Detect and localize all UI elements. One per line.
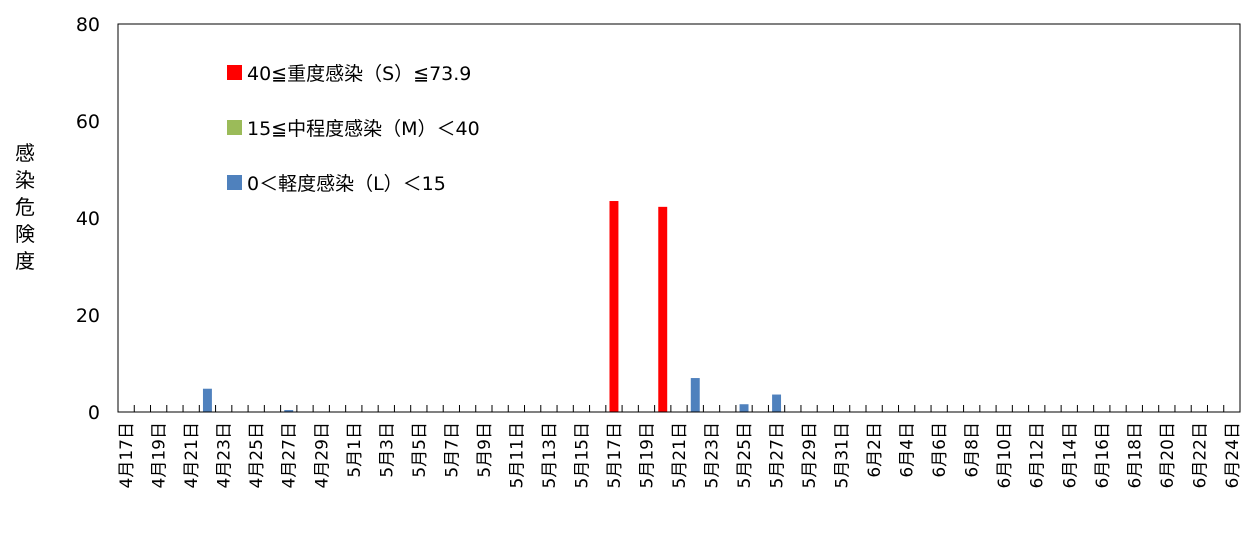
- x-tick-label: 6月22日: [1190, 422, 1210, 488]
- x-tick-label: 5月25日: [735, 422, 755, 488]
- legend-swatch: [227, 175, 242, 190]
- x-tick-label: 5月13日: [540, 422, 560, 488]
- legend-swatch: [227, 65, 242, 80]
- legend-label: 15≦中程度感染（M）＜40: [247, 118, 480, 140]
- plot-area: [117, 23, 1241, 413]
- x-tick-label: 5月19日: [637, 422, 657, 488]
- y-tick-label: 40: [76, 208, 100, 230]
- x-tick-label: 5月9日: [475, 422, 495, 478]
- x-tick-label: 6月20日: [1158, 422, 1178, 488]
- x-tick-label: 5月27日: [768, 422, 788, 488]
- x-tick-label: 5月11日: [507, 422, 527, 488]
- bar: [284, 410, 294, 412]
- y-axis-label-char: 度: [15, 249, 35, 273]
- x-tick-label: 6月10日: [995, 422, 1015, 488]
- bars-layer: [202, 201, 782, 412]
- x-tick-label: 6月8日: [963, 422, 983, 478]
- x-tick-label: 5月21日: [670, 422, 690, 488]
- x-tick-label: 5月5日: [410, 422, 430, 478]
- x-tick-label: 5月23日: [703, 422, 723, 488]
- x-tick-label: 6月12日: [1028, 422, 1048, 488]
- x-tick-label: 4月19日: [150, 422, 170, 488]
- x-tick-marks: [117, 405, 1241, 412]
- x-tick-label: 5月3日: [377, 422, 397, 478]
- x-tick-label: 6月18日: [1125, 422, 1145, 488]
- x-tick-label: 5月31日: [833, 422, 853, 488]
- bar: [609, 201, 619, 412]
- y-axis-label-char: 染: [15, 168, 35, 192]
- x-tick-label: 6月16日: [1093, 422, 1113, 488]
- x-tick-label: 4月29日: [312, 422, 332, 488]
- x-tick-label: 5月1日: [345, 422, 365, 478]
- x-tick-label: 4月23日: [215, 422, 235, 488]
- x-tick-label: 4月21日: [182, 422, 202, 488]
- legend-label: 0＜軽度感染（L）＜15: [247, 173, 446, 195]
- y-tick-label: 0: [88, 402, 100, 424]
- x-tick-label: 5月15日: [572, 422, 592, 488]
- bar: [690, 378, 700, 412]
- x-tick-label: 6月24日: [1223, 422, 1242, 488]
- bar: [658, 206, 668, 412]
- bar: [772, 394, 782, 412]
- bar: [202, 388, 212, 412]
- x-tick-label: 6月6日: [930, 422, 950, 478]
- x-tick-label: 5月17日: [605, 422, 625, 488]
- legend: 40≦重度感染（S）≦73.9 15≦中程度感染（M）＜40 0＜軽度感染（L）＜1…: [227, 63, 480, 195]
- x-tick-label: 4月25日: [247, 422, 267, 488]
- y-tick-labels: 0 20 40 60 80: [76, 14, 100, 424]
- x-tick-label: 6月2日: [865, 422, 885, 478]
- y-axis-label-char: 危: [15, 195, 35, 219]
- x-tick-label: 6月4日: [898, 422, 918, 478]
- x-tick-label: 4月27日: [280, 422, 300, 488]
- y-axis-label-char: 感: [15, 141, 35, 165]
- x-tick-label: 5月7日: [442, 422, 462, 478]
- bar: [739, 404, 749, 412]
- x-tick-label: 4月17日: [117, 422, 137, 488]
- y-tick-label: 60: [76, 111, 100, 133]
- y-tick-label: 80: [76, 14, 100, 36]
- legend-swatch: [227, 120, 242, 135]
- y-tick-label: 20: [76, 305, 100, 327]
- legend-label: 40≦重度感染（S）≦73.9: [247, 63, 471, 85]
- x-tick-label: 6月14日: [1060, 422, 1080, 488]
- x-tick-labels: 4月17日 4月19日 4月21日 4月23日 4月25日 4月27日 4月29日 5月1日 5…: [117, 422, 1242, 488]
- x-tick-label: 5月29日: [800, 422, 820, 488]
- y-axis-label-char: 険: [15, 222, 35, 246]
